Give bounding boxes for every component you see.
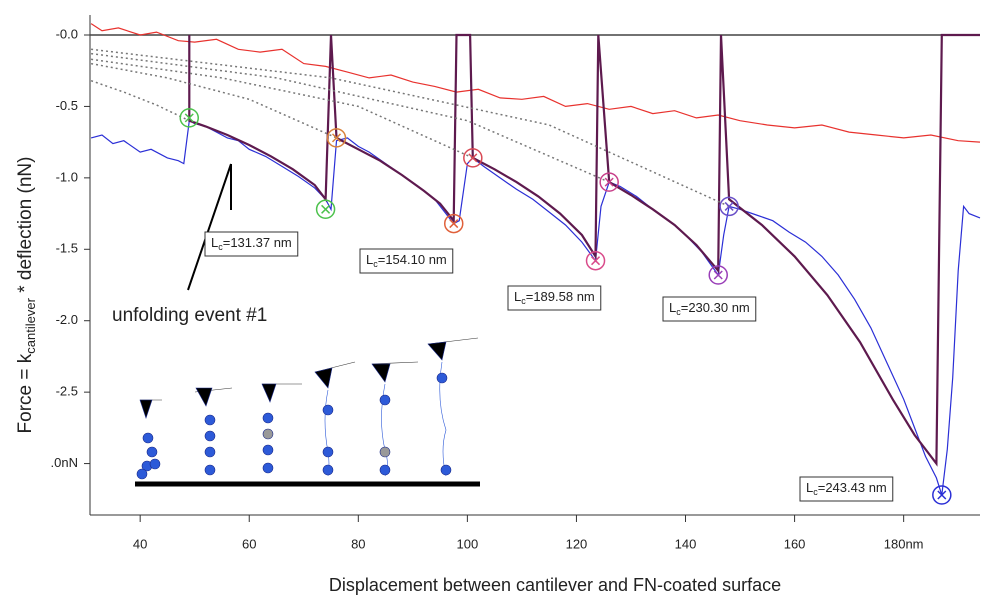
annotation-text: Lc=131.37 nm	[211, 235, 292, 252]
event-marker	[179, 108, 200, 128]
event-marker	[708, 265, 728, 285]
x-tick-label: 40	[133, 536, 147, 551]
marker-cross	[184, 113, 194, 123]
marker-circle	[443, 213, 464, 234]
annotation-sub: c	[373, 259, 378, 269]
x-axis-label: Displacement between cantilever and FN-c…	[329, 575, 781, 595]
marker-cross	[331, 133, 342, 143]
event-marker	[599, 172, 619, 192]
x-tick-label: 160	[784, 536, 806, 551]
y-tick-label: -0.0	[56, 26, 78, 41]
y-tick-label: -2.5	[56, 384, 78, 399]
data-line	[90, 119, 981, 496]
event-marker	[443, 213, 464, 234]
marker-circle	[719, 196, 739, 217]
lc-annotation: Lc=189.58 nm	[507, 285, 602, 311]
marker-cross	[724, 201, 734, 211]
annotation-box	[359, 248, 454, 274]
event-marker	[326, 128, 347, 148]
fit-extrapolation	[91, 48, 730, 208]
event-marker	[932, 485, 952, 505]
marker-circle	[708, 265, 728, 285]
x-tick-label: 80	[351, 536, 365, 551]
lc-annotation: Lc=131.37 nm	[204, 231, 299, 257]
annotation-part: =131.37 nm	[223, 235, 292, 250]
marker-circle	[326, 128, 347, 148]
annotation-sub: c	[218, 242, 223, 252]
annotation-box	[799, 476, 894, 502]
event-marker	[463, 148, 483, 168]
annotation-box	[662, 296, 757, 322]
y-axis-label-part: Force = k	[15, 353, 36, 433]
y-tick-label: -0.5	[56, 98, 78, 113]
marker-cross	[321, 204, 331, 214]
marker-circle	[585, 250, 606, 271]
marker-circle	[463, 148, 483, 168]
marker-cross	[713, 270, 723, 280]
marker-cross	[937, 490, 947, 500]
data-line	[90, 23, 981, 143]
marker-cross	[449, 219, 459, 229]
event-marker	[719, 196, 739, 217]
marker-circle	[599, 172, 619, 192]
annotation-part: L	[669, 300, 676, 315]
annotation-part: =243.43 nm	[818, 480, 887, 495]
annotation-box	[507, 285, 602, 311]
annotation-sub: c	[813, 487, 818, 497]
annotation-part: L	[366, 252, 373, 267]
annotation-text: Lc=243.43 nm	[806, 480, 887, 497]
fit-extrapolation	[90, 58, 474, 159]
annotation-text: Lc=230.30 nm	[669, 300, 750, 317]
annotation-text: Lc=154.10 nm	[366, 252, 447, 269]
event-label: unfolding event #1	[112, 305, 267, 326]
x-tick-label: 120	[566, 536, 588, 551]
lc-annotation: Lc=243.43 nm	[799, 476, 894, 502]
annotation-part: L	[211, 235, 218, 250]
event-marker	[585, 250, 606, 271]
annotation-part: =189.58 nm	[526, 289, 595, 304]
lc-annotation: Lc=154.10 nm	[359, 248, 454, 274]
lc-annotation: Lc=230.30 nm	[662, 296, 757, 322]
fit-extrapolation	[90, 79, 190, 122]
annotation-sub: c	[521, 296, 526, 306]
marker-cross	[468, 153, 478, 163]
y-axis-label: Force = kcantilever * deflection (nN)	[15, 157, 38, 434]
y-axis-label-sub: cantilever	[23, 297, 38, 353]
annotation-part: =154.10 nm	[378, 252, 447, 267]
event-pointer	[187, 163, 232, 291]
marker-circle	[932, 485, 952, 505]
x-tick-label: 60	[242, 536, 256, 551]
annotation-sub: c	[676, 307, 681, 317]
molecules	[136, 337, 479, 480]
annotation-part: =230.30 nm	[681, 300, 750, 315]
x-tick-label: 140	[675, 536, 697, 551]
marker-circle	[315, 199, 336, 220]
data-line	[188, 33, 980, 467]
y-tick-label: -2.0	[56, 312, 78, 327]
x-tick-label: 100	[457, 536, 479, 551]
inset-diagram	[135, 337, 480, 487]
x-tick-label: 180nm	[884, 536, 924, 551]
annotation-text: Lc=189.58 nm	[514, 289, 595, 306]
y-tick-label: .0nN	[51, 455, 78, 470]
annotation-box	[204, 231, 299, 257]
event-marker	[315, 199, 336, 220]
marker-cross	[604, 177, 614, 187]
y-axis-label-part: * deflection (nN)	[15, 157, 36, 299]
annotation-part: L	[806, 480, 813, 495]
y-tick-label: -1.0	[56, 169, 78, 184]
annotation-part: L	[514, 289, 521, 304]
marker-cross	[591, 256, 601, 266]
y-tick-label: -1.5	[56, 241, 78, 256]
marker-circle	[179, 108, 200, 128]
